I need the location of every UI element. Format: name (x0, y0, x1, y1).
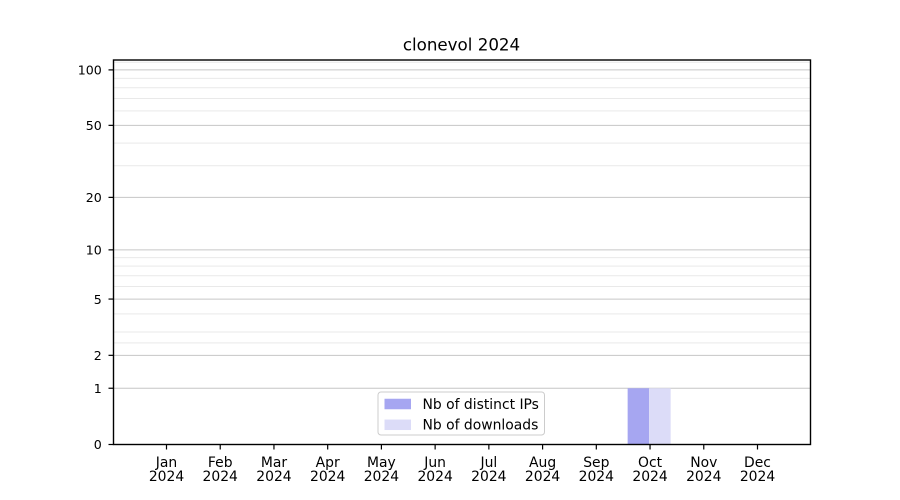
x-tick-label-month: May (367, 455, 396, 471)
y-tick-labels: 0 1 2 5 10 20 50 100 (78, 63, 102, 453)
legend-box (377, 391, 545, 436)
x-tick-label-month: Sep (583, 455, 609, 471)
x-tick-label-month: Dec (744, 455, 771, 471)
x-tick-label-month: Mar (261, 455, 287, 471)
y-tick-label: 2 (94, 348, 102, 363)
major-gridlines (113, 69, 811, 389)
x-tick-label-month: Jun (423, 455, 446, 471)
y-tick-label: 5 (94, 292, 102, 307)
x-tick-label-month: Oct (638, 455, 663, 471)
y-tick-label: 20 (86, 190, 102, 205)
x-tick-label-month: Jul (479, 455, 497, 471)
bar-downloads (649, 388, 671, 445)
x-tick-label-year: 2024 (579, 469, 615, 485)
legend: Nb of distinct IPs Nb of downloads (377, 391, 545, 436)
x-tick-label-year: 2024 (256, 469, 292, 485)
legend-label-downloads: Nb of downloads (423, 418, 539, 434)
bars (627, 388, 671, 445)
axes (108, 59, 812, 450)
x-tick-label-year: 2024 (525, 469, 561, 485)
bar-distinct-ips (627, 388, 650, 445)
chart-title: clonevol 2024 (403, 35, 520, 55)
x-tick-label-year: 2024 (364, 469, 400, 485)
x-tick-label-month: Jan (155, 455, 177, 471)
legend-swatch-distinct-ips (384, 398, 411, 410)
y-tick-label: 50 (86, 118, 102, 133)
x-tick-label-year: 2024 (632, 469, 668, 485)
minor-gridlines (113, 61, 811, 344)
legend-label-distinct-ips: Nb of distinct IPs (423, 397, 539, 413)
x-tick-label-month: Nov (690, 455, 717, 471)
y-tick-label: 10 (86, 243, 102, 258)
x-tick-label-month: Apr (316, 455, 340, 471)
x-tick-label-month: Feb (208, 455, 233, 471)
x-tick-label-year: 2024 (203, 469, 239, 485)
x-tick-label-year: 2024 (471, 469, 507, 485)
x-tick-label-year: 2024 (310, 469, 346, 485)
x-tick-label-year: 2024 (686, 469, 722, 485)
x-tick-label-month: Aug (529, 455, 556, 471)
plot-frame (112, 59, 812, 446)
x-tick-labels: Jan2024Feb2024Mar2024Apr2024May2024Jun20… (149, 455, 776, 485)
x-tick-label-year: 2024 (417, 469, 453, 485)
y-tick-label: 100 (78, 63, 102, 78)
legend-swatch-downloads (384, 419, 411, 431)
x-tick-label-year: 2024 (740, 469, 776, 485)
y-tick-label: 0 (94, 437, 102, 452)
x-tick-label-year: 2024 (149, 469, 185, 485)
y-tick-label: 1 (94, 381, 102, 396)
